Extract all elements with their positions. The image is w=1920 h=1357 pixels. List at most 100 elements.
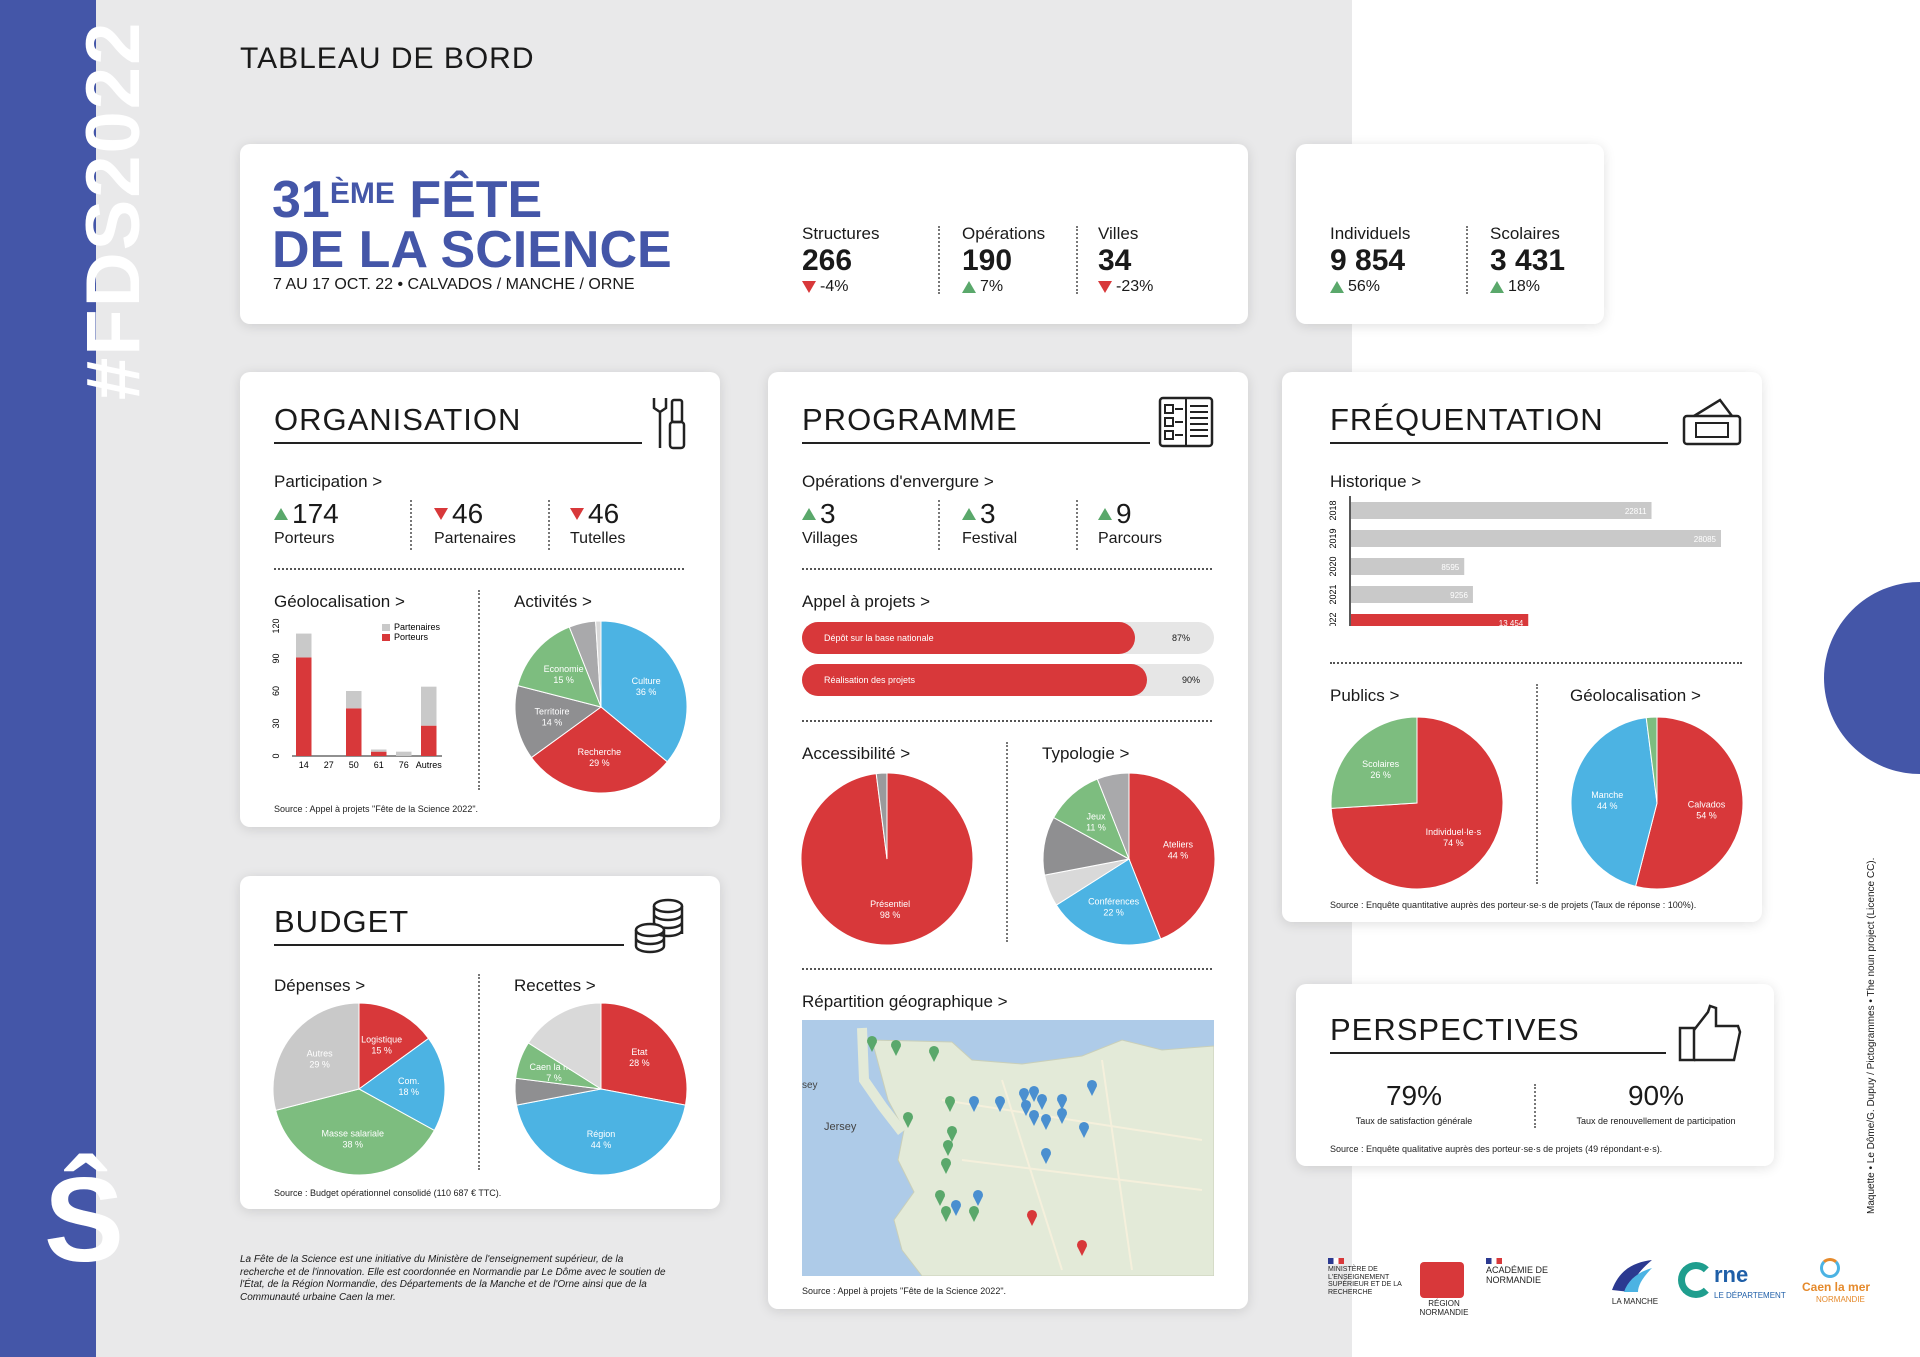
y-tick-label: 0: [271, 753, 281, 758]
legend-swatch: [382, 634, 390, 641]
pie-slice-label: Caen la mer: [530, 1062, 579, 1072]
renewal-rate: 90% Taux de renouvellement de participat…: [1558, 1080, 1754, 1126]
map-pin-icon[interactable]: [941, 1158, 951, 1174]
history-bar: [1351, 614, 1529, 626]
event-name-line2: DE LA SCIENCE: [272, 220, 672, 279]
progress-value: 87%: [1172, 633, 1191, 643]
frequentation-card: FRÉQUENTATION Historique > 22811 2018 2808…: [1282, 372, 1762, 922]
map-pin-icon[interactable]: [969, 1206, 979, 1222]
stat-value: 9 854: [1330, 244, 1406, 277]
down-arrow-icon: [434, 508, 448, 520]
map-pin-icon[interactable]: [1087, 1080, 1097, 1096]
map-pin-icon[interactable]: [1041, 1114, 1051, 1130]
event-dates: 7 AU 17 OCT. 22 • CALVADOS / MANCHE / OR…: [273, 276, 635, 293]
map-pin-icon[interactable]: [941, 1206, 951, 1222]
map-pin-icon[interactable]: [1057, 1094, 1067, 1110]
map-label: Répartition géographique >: [802, 992, 1008, 1011]
stat-structures: Structures 266 -4%: [802, 224, 879, 296]
pie-slice-value: 26 %: [1370, 770, 1391, 780]
revenue-label: Recettes >: [514, 976, 596, 995]
pie-slice: [275, 1088, 436, 1176]
divider: [802, 720, 1212, 722]
event-title: 31ÈME FÊTE DE LA SCIENCE: [272, 174, 672, 279]
pie-slice: [1645, 716, 1658, 804]
map-pin-icon[interactable]: [1037, 1094, 1047, 1110]
stat-label: Villes: [1098, 224, 1139, 243]
pie-slice: [358, 1002, 430, 1090]
up-arrow-icon: [1490, 280, 1504, 293]
logo-text: MINISTÈRE DE L'ENSEIGNEMENT SUPÉRIEUR ET…: [1328, 1266, 1402, 1297]
map-pin-icon[interactable]: [951, 1200, 961, 1216]
operation-parcours: 9 Parcours: [1098, 498, 1162, 548]
map-pin-icon[interactable]: [945, 1096, 955, 1112]
map-pin-icon[interactable]: [867, 1036, 877, 1052]
map-pin-icon[interactable]: [1077, 1240, 1087, 1256]
map-pin-icon[interactable]: [1029, 1086, 1039, 1102]
map-pin-icon[interactable]: [1027, 1210, 1037, 1226]
section-title: PROGRAMME: [802, 402, 1150, 444]
map-place-sey: sey: [802, 1080, 818, 1091]
pie-slice: [1570, 717, 1658, 887]
participation-value: 46: [452, 498, 484, 529]
pie-slice-value: 29 %: [309, 1059, 330, 1069]
stat-label: Structures: [802, 224, 880, 243]
map-pin-icon[interactable]: [1041, 1148, 1051, 1164]
map-pin-icon[interactable]: [929, 1046, 939, 1062]
map-pin-icon[interactable]: [969, 1096, 979, 1112]
map-pin-icon[interactable]: [995, 1096, 1005, 1112]
legend-swatch: [382, 624, 390, 631]
pie-slice-value: 7 %: [546, 1073, 562, 1083]
pie-slice-label: Autres: [307, 1048, 334, 1058]
geographic-map[interactable]: sey Jersey: [802, 1020, 1214, 1276]
divider: [1076, 500, 1078, 550]
divider: [1076, 226, 1078, 294]
map-pin-icon[interactable]: [1029, 1110, 1039, 1126]
map-pin-icon[interactable]: [943, 1140, 953, 1156]
stat-label: Scolaires: [1490, 224, 1560, 243]
pie-slice-value: 38 %: [342, 1139, 363, 1149]
map-pin-icon[interactable]: [935, 1190, 945, 1206]
hashtag-title: #FDS2022: [71, 20, 156, 400]
participation-name: Porteurs: [274, 530, 335, 547]
pie-slice: [600, 1002, 688, 1106]
pie-slice: [358, 1037, 446, 1132]
stat-operations: Opérations 190 7%: [962, 224, 1045, 296]
bar-value-label: 8595: [1441, 563, 1459, 572]
map-pin-icon[interactable]: [903, 1112, 913, 1128]
map-pin-icon[interactable]: [1019, 1088, 1029, 1104]
map-pin-icon[interactable]: [1079, 1122, 1089, 1138]
y-tick-label: 30: [271, 718, 281, 728]
pie-slice-label: Conférences: [1088, 896, 1140, 906]
bar-segment: [421, 725, 437, 756]
pie-slice-label: Recherche: [578, 747, 622, 757]
history-bar: [1351, 558, 1465, 575]
bar-value-label: 9256: [1450, 591, 1468, 600]
bar-value-label: 28085: [1694, 535, 1717, 544]
participation-partenaires: 46 Partenaires: [434, 498, 516, 548]
year-label: 2020: [1328, 556, 1338, 576]
bar-segment: [421, 686, 437, 726]
history-bar-chart: 22811 2018 28085 2019 8595 2020 9256 2021 13 454…: [1328, 496, 1721, 626]
up-arrow-icon: [962, 508, 976, 520]
map-pin-icon[interactable]: [1057, 1108, 1067, 1124]
up-arrow-icon: [962, 280, 976, 293]
divider: [1330, 662, 1742, 664]
map-pin-icon[interactable]: [947, 1126, 957, 1142]
edition-suffix: ÈME: [329, 177, 395, 210]
rate-label: Taux de satisfaction générale: [1355, 1116, 1473, 1126]
pie-slice-label: Masse salariale: [321, 1128, 384, 1138]
source-note: Source : Appel à projets "Fête de la Sci…: [274, 804, 479, 814]
operation-value: 3: [980, 498, 996, 529]
major-operations-label: Opérations d'envergure >: [802, 472, 994, 491]
manche-logo-icon: [1612, 1260, 1652, 1292]
map-pin-icon[interactable]: [891, 1040, 901, 1056]
organisation-card: ORGANISATION Participation > 174 Porteur…: [240, 372, 720, 827]
pie-slice-label: Culture: [632, 676, 661, 686]
event-name-line1: FÊTE: [409, 171, 543, 229]
map-pin-icon[interactable]: [973, 1190, 983, 1206]
geolocalisation-label: Géolocalisation >: [1570, 686, 1701, 705]
logo-caen: Caen la mer: [1802, 1280, 1871, 1294]
map-pin-icon[interactable]: [1021, 1100, 1031, 1116]
flag-icon: [1486, 1258, 1502, 1264]
